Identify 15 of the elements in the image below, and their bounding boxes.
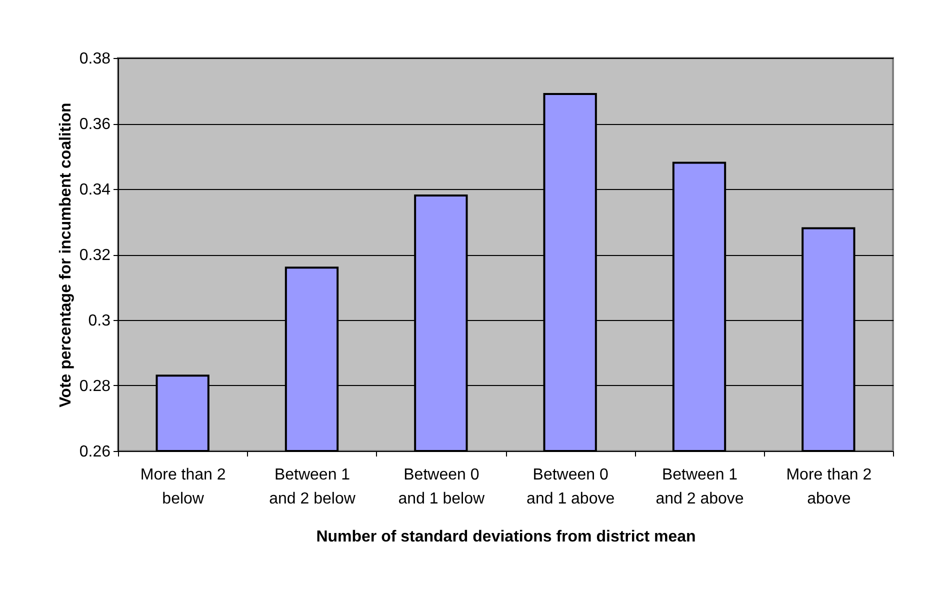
- y-tick-label: 0.38: [79, 50, 111, 68]
- x-tick-label: More than 2 above: [786, 466, 872, 508]
- y-tick-label: 0.26: [79, 444, 111, 460]
- y-tick-label: 0.32: [79, 247, 111, 264]
- x-tick-label: Between 0 and 1 below: [398, 466, 486, 508]
- y-tick-label: 0.28: [79, 378, 111, 395]
- x-tick-label: Between 0 and 1 above: [526, 466, 615, 508]
- x-axis-title: Number of standard deviations from district mean: [316, 528, 696, 546]
- x-tick-label: More than 2 below: [140, 466, 226, 508]
- y-axis-title: Vote percentage for incumbent coalition: [57, 102, 74, 408]
- x-tick-label: Between 1 and 2 below: [269, 466, 356, 508]
- x-tick-label: Between 1 and 2 above: [656, 466, 744, 508]
- y-tick-label: 0.3: [88, 312, 111, 330]
- y-tick-label: 0.36: [79, 116, 111, 133]
- y-tick-label: 0.34: [79, 182, 111, 198]
